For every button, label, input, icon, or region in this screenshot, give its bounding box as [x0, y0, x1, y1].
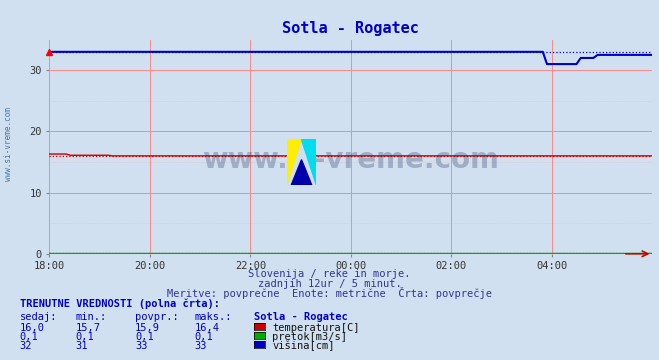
- Text: 0,1: 0,1: [194, 332, 213, 342]
- Text: 15,7: 15,7: [76, 323, 101, 333]
- Text: 15,9: 15,9: [135, 323, 160, 333]
- Text: 32: 32: [20, 341, 32, 351]
- Text: 0,1: 0,1: [76, 332, 94, 342]
- Text: temperatura[C]: temperatura[C]: [272, 323, 360, 333]
- Text: sedaj:: sedaj:: [20, 312, 57, 323]
- Text: www.si-vreme.com: www.si-vreme.com: [4, 107, 13, 181]
- Text: Sotla - Rogatec: Sotla - Rogatec: [254, 312, 347, 323]
- Text: pretok[m3/s]: pretok[m3/s]: [272, 332, 347, 342]
- Text: 0,1: 0,1: [135, 332, 154, 342]
- Text: maks.:: maks.:: [194, 312, 232, 323]
- Text: 33: 33: [194, 341, 207, 351]
- Text: Slovenija / reke in morje.: Slovenija / reke in morje.: [248, 269, 411, 279]
- Text: višina[cm]: višina[cm]: [272, 341, 335, 351]
- Polygon shape: [291, 160, 312, 185]
- Text: 31: 31: [76, 341, 88, 351]
- Text: TRENUTNE VREDNOSTI (polna črta):: TRENUTNE VREDNOSTI (polna črta):: [20, 298, 219, 309]
- Polygon shape: [302, 139, 316, 185]
- Text: Meritve: povprečne  Enote: metrične  Črta: povprečje: Meritve: povprečne Enote: metrične Črta:…: [167, 287, 492, 299]
- Title: Sotla - Rogatec: Sotla - Rogatec: [283, 21, 419, 36]
- Text: 16,4: 16,4: [194, 323, 219, 333]
- Text: 33: 33: [135, 341, 148, 351]
- Text: povpr.:: povpr.:: [135, 312, 179, 323]
- Polygon shape: [287, 139, 302, 185]
- Text: 0,1: 0,1: [20, 332, 38, 342]
- Text: www.si-vreme.com: www.si-vreme.com: [202, 145, 500, 174]
- Text: zadnjih 12ur / 5 minut.: zadnjih 12ur / 5 minut.: [258, 279, 401, 289]
- Text: min.:: min.:: [76, 312, 107, 323]
- Text: 16,0: 16,0: [20, 323, 45, 333]
